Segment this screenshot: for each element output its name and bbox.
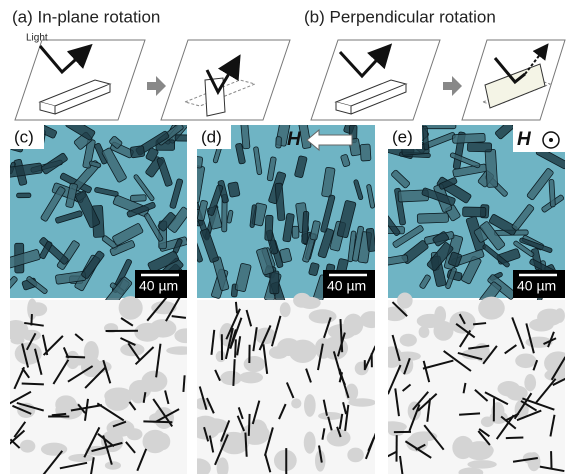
shadow-blob <box>11 336 25 344</box>
crystal <box>17 193 31 198</box>
shadow-blob <box>291 398 301 408</box>
shadow-blob <box>529 318 554 331</box>
crystal <box>194 156 202 168</box>
shadow-blob <box>239 372 263 384</box>
crystal <box>463 207 486 217</box>
crystal-axis <box>245 433 246 457</box>
shadow-blob <box>129 380 151 399</box>
header-a: (a) In-plane rotation <box>12 7 160 26</box>
shadow-blob <box>166 346 196 355</box>
shadow-blob <box>481 417 494 428</box>
diagram-a2 <box>161 40 290 120</box>
shadow-blob <box>467 460 496 468</box>
light-label: Light <box>26 33 48 44</box>
scale-bar-label: 40 µm <box>517 278 556 294</box>
crystal <box>292 226 299 238</box>
crystal <box>270 271 279 294</box>
shadow-blob <box>524 374 536 391</box>
shadow-blob <box>347 448 363 463</box>
crystal-axis <box>236 302 237 313</box>
shadow-blob <box>41 443 67 456</box>
shadow-blob <box>112 395 131 403</box>
crystal-axis <box>233 359 234 386</box>
shadow-blob <box>400 334 417 347</box>
shadow-blob <box>289 340 317 363</box>
crystal-axis <box>249 414 250 436</box>
crystal-axis <box>52 414 66 415</box>
shadow-blob <box>419 326 430 338</box>
crystal-axis <box>459 413 480 414</box>
shadow-blob <box>107 419 135 436</box>
shadow-blob <box>555 308 565 323</box>
crystal-axis <box>183 375 184 392</box>
field-dot <box>549 138 553 142</box>
shadow-blob <box>452 436 474 459</box>
crystal-axis <box>235 339 236 357</box>
shadow-blob <box>174 328 197 343</box>
step-arrow <box>443 76 462 96</box>
header-b: (b) Perpendicular rotation <box>304 7 496 26</box>
shadow-blob <box>28 302 48 316</box>
crystal <box>417 213 448 223</box>
shadow-blob <box>304 394 316 417</box>
panel-label: (e) <box>392 127 413 146</box>
field-label: H <box>287 129 302 150</box>
shadow-blob <box>216 351 226 362</box>
shadow-blob <box>348 398 376 406</box>
shadow-blob <box>293 293 311 308</box>
shadow-blob <box>269 346 288 359</box>
shadow-blob <box>318 412 342 420</box>
panel-label: (c) <box>14 127 34 146</box>
crystal-axis <box>66 357 85 358</box>
crystal <box>452 133 485 143</box>
diagram-a1 <box>15 40 145 120</box>
panel-label: (d) <box>201 127 222 146</box>
shadow-blob <box>309 309 337 323</box>
shadow-blob <box>244 356 266 372</box>
shadow-blob <box>304 431 316 453</box>
diagram-b2 <box>462 40 565 120</box>
shadow-blob <box>220 371 242 385</box>
crystal <box>467 142 491 152</box>
shadow-blob <box>343 314 363 336</box>
shadow-blob <box>105 461 121 469</box>
shadow-blob <box>119 296 143 320</box>
crystal-axis <box>506 438 524 439</box>
crystal <box>265 215 273 240</box>
shadow-blob <box>360 311 382 328</box>
field-label: H <box>517 129 532 150</box>
crystal <box>276 137 282 148</box>
crystal <box>130 146 145 158</box>
crystal <box>130 195 146 202</box>
diagram-b1 <box>311 40 440 120</box>
crystal <box>423 123 456 129</box>
shadow-blob <box>397 293 413 309</box>
shadow-blob <box>68 454 94 462</box>
crystal <box>228 182 241 198</box>
step-arrow <box>147 76 166 96</box>
crystal-axis <box>473 323 486 324</box>
shadow-blob <box>280 302 291 317</box>
crystal-axis <box>22 383 44 384</box>
shadow-blob <box>478 297 505 320</box>
scale-bar-label: 40 µm <box>327 278 366 294</box>
shadow-blob <box>156 433 170 450</box>
crystal <box>175 135 197 141</box>
shadow-blob <box>20 440 35 453</box>
shadow-blob <box>134 323 160 342</box>
shadow-blob <box>515 353 536 368</box>
scale-bar-label: 40 µm <box>139 278 178 294</box>
crystal <box>485 149 498 187</box>
shadow-blob <box>417 314 444 328</box>
figure: (a) In-plane rotation (b) Perpendicular … <box>0 0 571 474</box>
crystal <box>360 144 371 161</box>
shadow-blob <box>399 355 413 375</box>
